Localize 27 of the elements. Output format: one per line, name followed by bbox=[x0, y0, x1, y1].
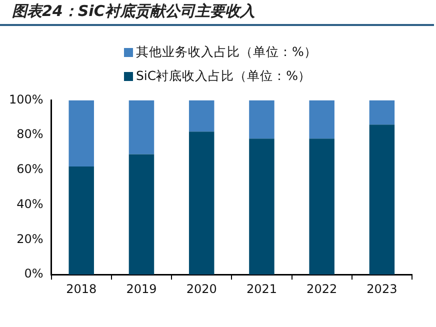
bar bbox=[249, 138, 274, 275]
y-tick-label: 60% bbox=[16, 162, 44, 176]
y-tick-label: 100% bbox=[8, 92, 44, 106]
x-tick-label: 2022 bbox=[306, 282, 338, 296]
bar bbox=[188, 132, 214, 275]
bar bbox=[309, 138, 334, 275]
bar bbox=[128, 100, 154, 154]
bar bbox=[188, 100, 214, 132]
chart-title: 图表24：SiC衬底贡献公司主要收入 bbox=[12, 2, 255, 21]
bar bbox=[309, 100, 334, 139]
y-tick-label: 80% bbox=[16, 127, 44, 142]
x-tick-label: 2018 bbox=[66, 282, 97, 296]
bar bbox=[68, 100, 94, 166]
bar bbox=[369, 124, 395, 275]
bar bbox=[369, 100, 395, 125]
legend-label: SiC衬底收入占比（单位：%） bbox=[136, 68, 312, 84]
bar bbox=[128, 154, 154, 275]
y-tick-label: 20% bbox=[16, 232, 44, 246]
x-tick-label: 2023 bbox=[366, 282, 398, 296]
bar bbox=[68, 166, 94, 275]
x-tick-label: 2021 bbox=[246, 282, 277, 296]
x-tick-label: 2019 bbox=[126, 282, 157, 296]
y-tick-label: 0% bbox=[24, 266, 44, 281]
y-tick-label: 40% bbox=[16, 196, 44, 211]
legend-label: 其他业务收入占比（单位：%） bbox=[136, 44, 317, 60]
bar bbox=[249, 100, 274, 139]
x-tick-label: 2020 bbox=[186, 282, 217, 296]
